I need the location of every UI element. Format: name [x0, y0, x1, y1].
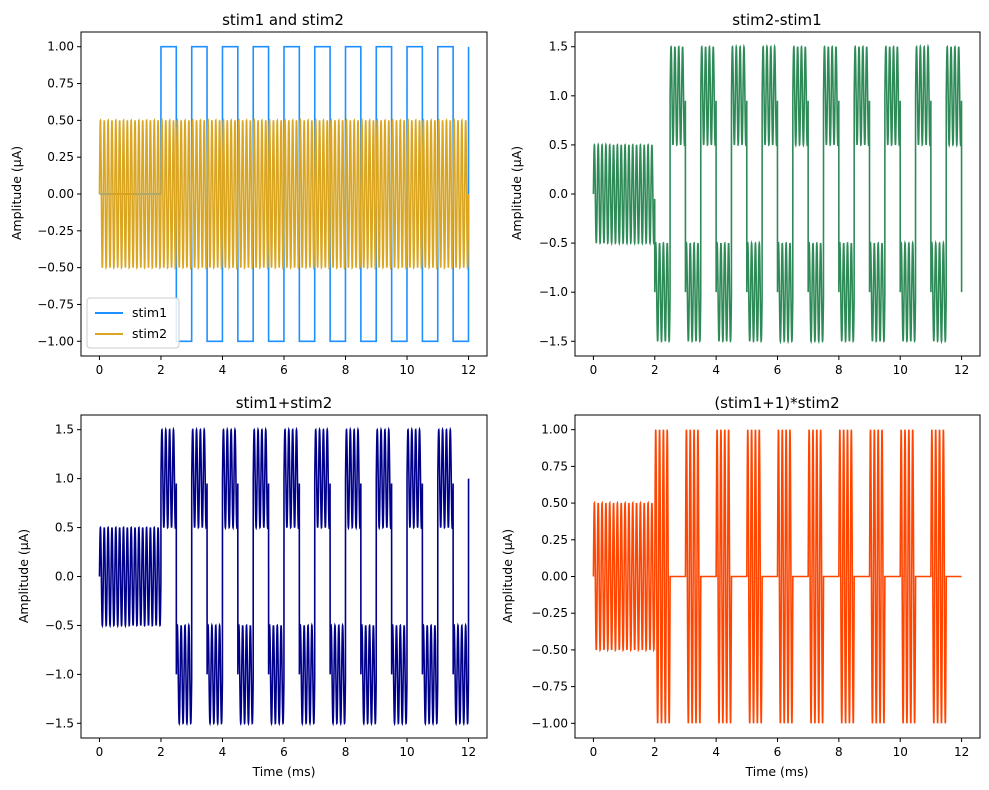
- y-tick-label: 1.00: [47, 40, 74, 54]
- x-tick-label: 8: [342, 363, 350, 377]
- x-tick-label: 4: [712, 363, 720, 377]
- y-tick-label: −0.50: [37, 261, 74, 275]
- legend-box: [86, 297, 180, 349]
- y-tick-label: −0.25: [531, 606, 568, 620]
- x-tick-label: 8: [342, 745, 350, 759]
- series-line-stim2: [98, 118, 470, 270]
- y-tick-label: 0.5: [55, 521, 74, 535]
- legend: stim1 stim2: [86, 297, 180, 349]
- panel-stim1plus1-times-stim2: (stim1+1)*stim2 Amplitude (µA) Time (ms)…: [500, 394, 981, 779]
- x-tick-label: 2: [651, 745, 659, 759]
- y-tick-label: −0.5: [45, 618, 74, 632]
- y-tick-label: −1.5: [45, 716, 74, 730]
- x-tick-label: 10: [893, 745, 908, 759]
- x-tick-label: 12: [461, 745, 476, 759]
- x-tick-label: 2: [157, 363, 165, 377]
- x-tick-label: 8: [835, 363, 843, 377]
- y-tick-label: 1.5: [55, 423, 74, 437]
- panel-4-xlabel: Time (ms): [744, 764, 808, 779]
- panel-4-ylabel: Amplitude (µA): [500, 529, 515, 623]
- panel-stim1-plus-stim2: stim1+stim2 Amplitude (µA) Time (ms) 0 2 4…: [16, 394, 488, 779]
- x-tick-label: 6: [280, 363, 288, 377]
- x-tick-label: 4: [219, 745, 227, 759]
- y-tick-label: 0.75: [47, 77, 74, 91]
- y-tick-label: −0.75: [531, 680, 568, 694]
- x-tick-label: 4: [712, 745, 720, 759]
- y-tick-label: 0.25: [541, 533, 568, 547]
- x-tick-label: 8: [835, 745, 843, 759]
- y-tick-label: 0.25: [47, 150, 74, 164]
- x-tick-label: 0: [96, 745, 104, 759]
- panel-3-title: stim1+stim2: [236, 394, 333, 412]
- series-line-panel-4: [592, 429, 962, 724]
- y-tick-label: 0.50: [47, 113, 74, 127]
- panel-2-title: stim2-stim1: [732, 11, 821, 29]
- x-tick-label: 4: [219, 363, 227, 377]
- panel-2-ylabel: Amplitude (µA): [509, 146, 524, 240]
- y-tick-label: 1.0: [549, 89, 568, 103]
- y-tick-label: 1.00: [541, 423, 568, 437]
- y-tick-label: −0.25: [37, 224, 74, 238]
- x-tick-label: 12: [954, 363, 969, 377]
- panel-1-title: stim1 and stim2: [222, 11, 344, 29]
- x-tick-label: 12: [461, 363, 476, 377]
- y-tick-label: −1.00: [531, 716, 568, 730]
- panel-3-ylabel: Amplitude (µA): [16, 529, 31, 623]
- x-tick-label: 6: [280, 745, 288, 759]
- y-tick-label: −0.75: [37, 297, 74, 311]
- y-tick-label: 0.75: [541, 459, 568, 473]
- panel-4-plot: 0 2 4 6 8 10 12 1.00 0.75 0.50 0.25 0.00 −0.25 −0.50 −…: [531, 414, 981, 759]
- panel-1-ylabel: Amplitude (µA): [9, 146, 24, 240]
- x-tick-label: 10: [893, 363, 908, 377]
- panel-2-plot: 0 2 4 6 8 10 12 1.5 1.0 0.5 0.0 −0.5 −1.0 −1.5: [539, 31, 981, 377]
- panel-3-xlabel: Time (ms): [251, 764, 315, 779]
- y-tick-label: −0.50: [531, 643, 568, 657]
- panel-3-plot: 0 2 4 6 8 10 12 1.5 1.0 0.5 0.0 −0.5 −1.0 −1.5: [45, 414, 488, 759]
- y-tick-label: 0.00: [541, 570, 568, 584]
- panel-1-plot: 0 2 4 6 8 10 12 1.00 0.75 0.50 0.25 0.00 −0.25 −0.50 −…: [37, 31, 488, 377]
- y-tick-label: 0.50: [541, 496, 568, 510]
- panel-stim1-and-stim2: stim1 and stim2 Amplitude (µA) 0 2 4 6 8 10 12…: [9, 11, 488, 377]
- y-tick-label: 0.0: [55, 570, 74, 584]
- panel-4-title: (stim1+1)*stim2: [714, 394, 839, 412]
- series-line-panel-2: [592, 43, 963, 345]
- x-tick-label: 0: [96, 363, 104, 377]
- legend-label-stim2: stim2: [132, 326, 167, 341]
- y-tick-label: 0.00: [47, 187, 74, 201]
- y-tick-label: −1.0: [539, 285, 568, 299]
- x-tick-label: 0: [590, 363, 598, 377]
- x-tick-label: 10: [399, 745, 414, 759]
- x-tick-label: 2: [651, 363, 659, 377]
- y-tick-label: 0.5: [549, 138, 568, 152]
- series-line-panel-3: [98, 426, 470, 727]
- legend-label-stim1: stim1: [132, 305, 167, 320]
- panel-stim2-minus-stim1: stim2-stim1 Amplitude (µA) 0 2 4 6 8 10 12 1.5 1…: [509, 11, 981, 377]
- x-tick-label: 10: [399, 363, 414, 377]
- x-tick-label: 12: [954, 745, 969, 759]
- y-tick-label: −1.00: [37, 334, 74, 348]
- x-tick-label: 0: [590, 745, 598, 759]
- y-tick-label: −1.5: [539, 334, 568, 348]
- y-tick-label: −0.5: [539, 236, 568, 250]
- x-tick-label: 2: [157, 745, 165, 759]
- x-tick-label: 6: [774, 363, 782, 377]
- y-tick-label: 1.5: [549, 40, 568, 54]
- y-tick-label: 1.0: [55, 472, 74, 486]
- y-tick-label: 0.0: [549, 187, 568, 201]
- series-line-stim1: [99, 45, 470, 343]
- y-tick-label: −1.0: [45, 667, 74, 681]
- x-tick-label: 6: [774, 745, 782, 759]
